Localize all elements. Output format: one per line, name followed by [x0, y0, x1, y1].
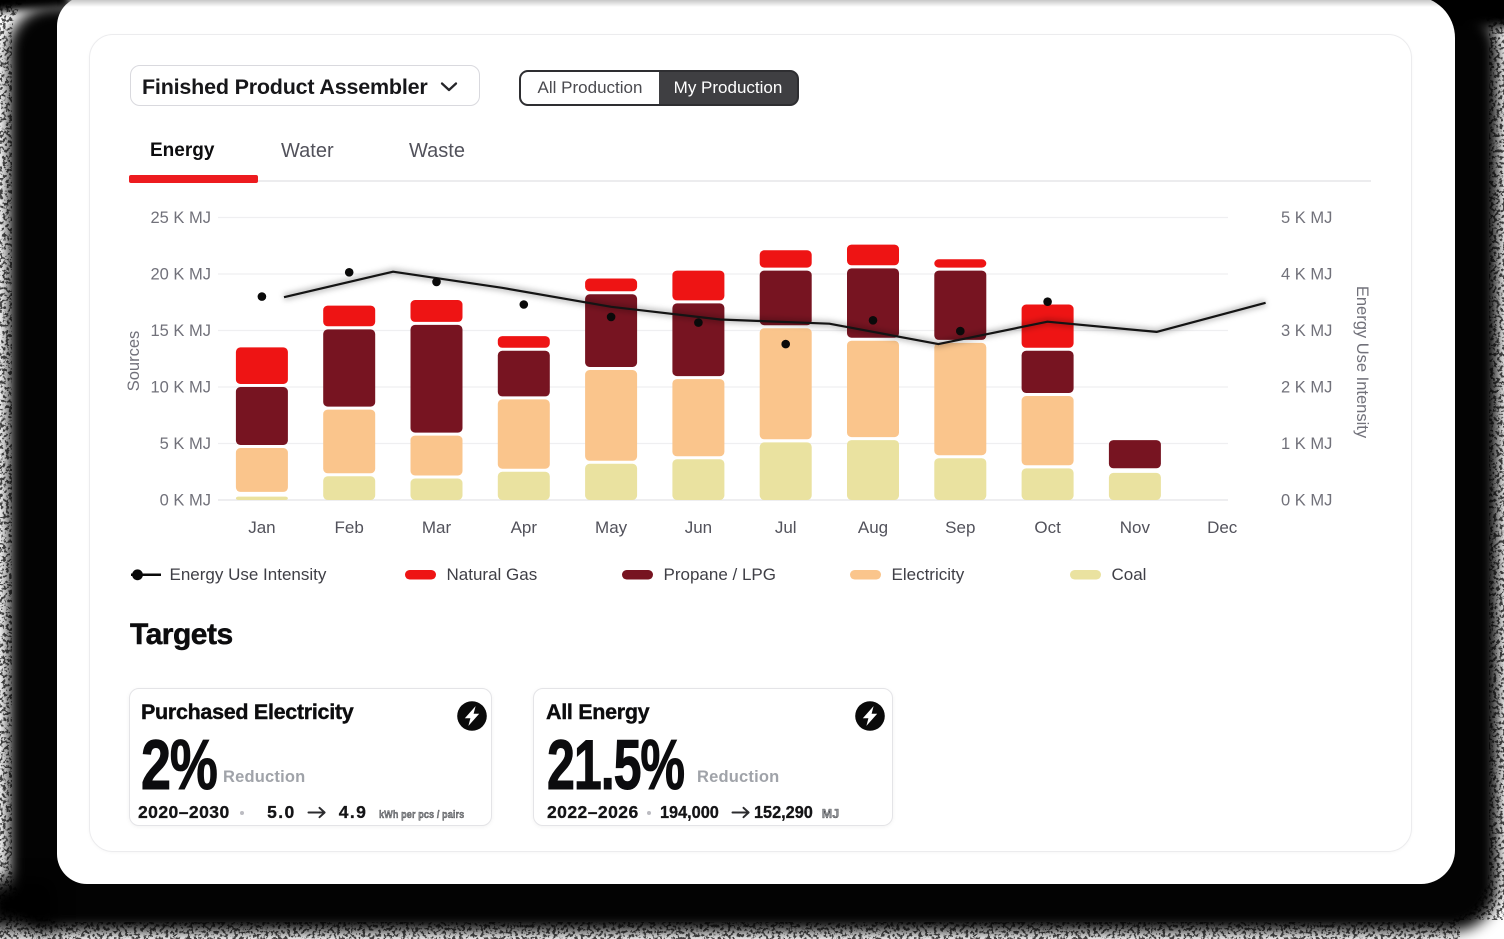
svg-text:0 K MJ: 0 K MJ: [160, 492, 211, 510]
svg-text:2 K MJ: 2 K MJ: [1281, 379, 1332, 397]
svg-text:Jun: Jun: [685, 518, 712, 537]
svg-text:5 K MJ: 5 K MJ: [1281, 209, 1332, 227]
svg-text:Feb: Feb: [335, 518, 364, 537]
svg-text:Natural Gas: Natural Gas: [447, 565, 538, 584]
svg-text:May: May: [595, 518, 628, 537]
svg-text:Sep: Sep: [945, 518, 975, 537]
svg-text:0 K MJ: 0 K MJ: [1281, 492, 1332, 510]
svg-text:Propane / LPG: Propane / LPG: [664, 565, 776, 584]
svg-text:Jul: Jul: [775, 518, 797, 537]
svg-text:Oct: Oct: [1034, 518, 1061, 537]
svg-text:Dec: Dec: [1207, 518, 1238, 537]
svg-text:Electricity: Electricity: [892, 565, 965, 584]
svg-text:3 K MJ: 3 K MJ: [1281, 322, 1332, 340]
svg-text:4 K MJ: 4 K MJ: [1281, 266, 1332, 284]
svg-text:25 K MJ: 25 K MJ: [150, 209, 211, 227]
svg-text:Apr: Apr: [511, 518, 538, 537]
svg-text:5 K MJ: 5 K MJ: [160, 435, 211, 453]
svg-text:Nov: Nov: [1120, 518, 1151, 537]
svg-text:Coal: Coal: [1112, 565, 1147, 584]
svg-text:Aug: Aug: [858, 518, 888, 537]
svg-text:Energy Use Intensity: Energy Use Intensity: [1353, 286, 1371, 439]
svg-text:1 K MJ: 1 K MJ: [1281, 435, 1332, 453]
svg-text:10 K MJ: 10 K MJ: [150, 379, 211, 397]
svg-text:Energy Use Intensity: Energy Use Intensity: [170, 565, 327, 584]
svg-text:20 K MJ: 20 K MJ: [150, 266, 211, 284]
svg-text:Mar: Mar: [422, 518, 452, 537]
svg-text:15 K MJ: 15 K MJ: [150, 322, 211, 340]
svg-text:Jan: Jan: [248, 518, 275, 537]
svg-text:Sources: Sources: [125, 331, 143, 392]
